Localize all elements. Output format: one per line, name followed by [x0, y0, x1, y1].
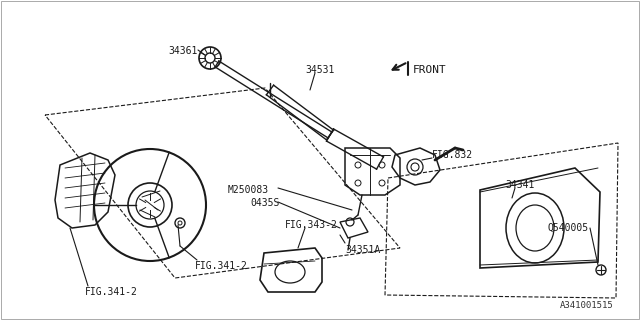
Text: FIG.343-2: FIG.343-2 [285, 220, 338, 230]
Text: 34531: 34531 [305, 65, 334, 75]
Text: FIG.341-2: FIG.341-2 [195, 261, 248, 271]
Text: 0435S: 0435S [250, 198, 280, 208]
Text: 34351A: 34351A [345, 245, 380, 255]
Text: FIG.832: FIG.832 [432, 150, 473, 160]
Text: FIG.341-2: FIG.341-2 [85, 287, 138, 297]
Text: 34341: 34341 [505, 180, 534, 190]
Text: 34361: 34361 [168, 46, 197, 56]
Text: FRONT: FRONT [413, 65, 447, 75]
Text: M250083: M250083 [228, 185, 269, 195]
Text: A341001515: A341001515 [560, 301, 614, 310]
Text: Q540005: Q540005 [548, 223, 589, 233]
